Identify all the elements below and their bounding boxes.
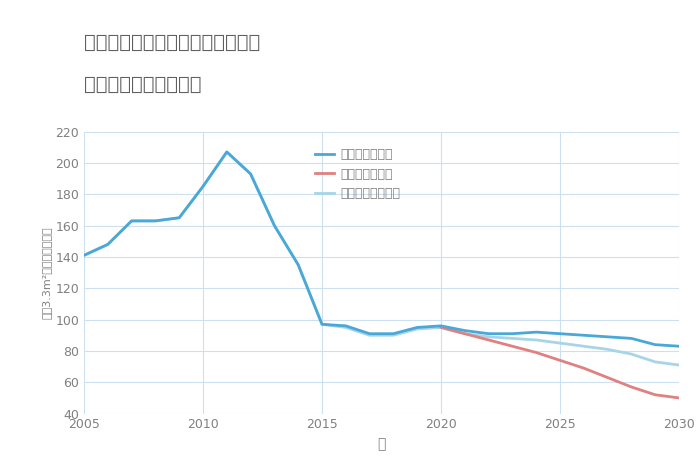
- Text: 中古戸建ての価格推移: 中古戸建ての価格推移: [84, 75, 202, 94]
- Y-axis label: 坪（3.3m²）単価（万円）: 坪（3.3m²）単価（万円）: [41, 226, 51, 319]
- Legend: グッドシナリオ, バッドシナリオ, ノーマルシナリオ: グッドシナリオ, バッドシナリオ, ノーマルシナリオ: [310, 143, 405, 205]
- Text: 兵庫県美方郡香美町香住区矢田の: 兵庫県美方郡香美町香住区矢田の: [84, 33, 260, 52]
- X-axis label: 年: 年: [377, 437, 386, 451]
